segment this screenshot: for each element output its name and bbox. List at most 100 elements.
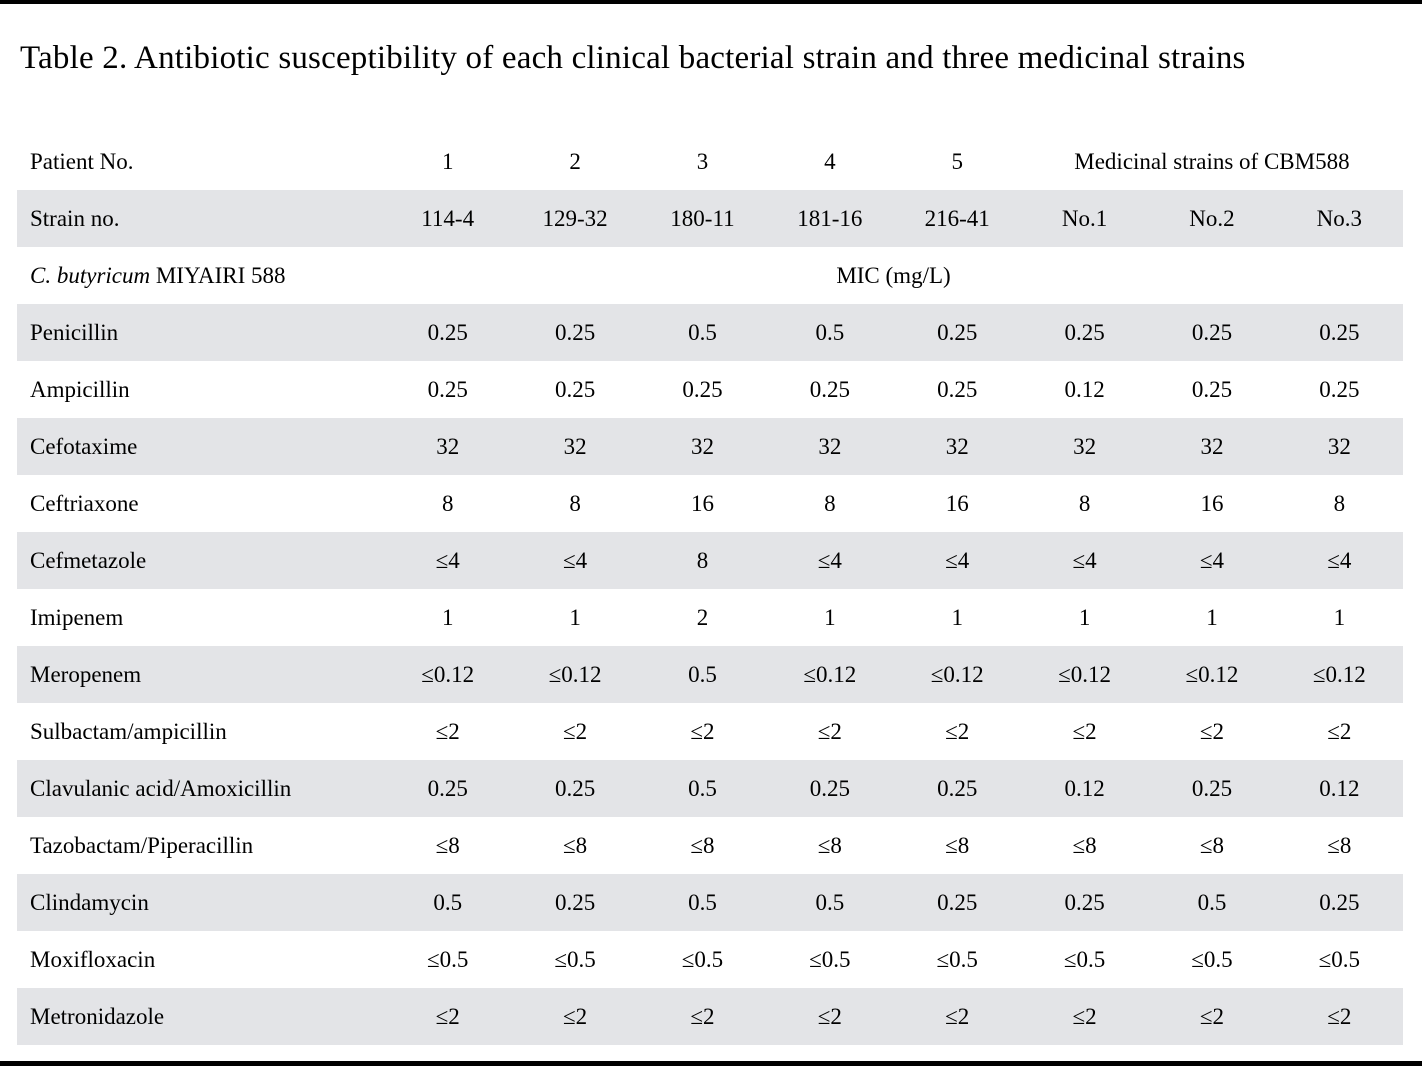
- mic-value: ≤2: [563, 1003, 588, 1029]
- patient-no-value: 5: [951, 148, 963, 174]
- strain-no-value: 216-41: [924, 205, 990, 231]
- patient-no-value: 4: [824, 148, 836, 174]
- mic-value: ≤0.12: [930, 661, 984, 687]
- mic-value: 0.25: [427, 376, 468, 402]
- mic-value: 0.25: [1191, 376, 1233, 402]
- mic-value: 8: [1333, 490, 1346, 516]
- species-name-italic: C. butyricum: [30, 262, 151, 288]
- top-border-bar: [0, 0, 1422, 4]
- strain-no-value: 129-32: [542, 205, 608, 231]
- mic-value: 8: [696, 547, 709, 573]
- antibiotic-row: Ceftriaxone 8 8 16 8 16 8 16 8: [17, 475, 1403, 532]
- mic-value: ≤4: [1327, 547, 1352, 573]
- mic-value: ≤2: [1072, 718, 1097, 744]
- mic-value: 8: [569, 490, 581, 516]
- mic-value: 16: [690, 490, 714, 516]
- antibiotic-row: Meropenem ≤0.12 ≤0.12 0.5 ≤0.12 ≤0.12 ≤0.12 ≤0.…: [17, 646, 1403, 703]
- antibiotic-name: Cefotaxime: [30, 433, 138, 459]
- antibiotic-row: Sulbactam/ampicillin ≤2 ≤2 ≤2 ≤2 ≤2 ≤2 ≤2 ≤2: [17, 703, 1403, 760]
- antibiotic-rows: Penicillin 0.25 0.25 0.5 0.5 0.25 0.25 0.25 0.25…: [17, 304, 1403, 1045]
- mic-value: 0.12: [1064, 376, 1105, 402]
- antibiotic-row: Cefotaxime 32 32 32 32 32 32 32 32: [17, 418, 1403, 475]
- mic-value: ≤2: [563, 718, 588, 744]
- mic-value: 32: [690, 433, 714, 459]
- mic-value: 0.5: [688, 775, 717, 801]
- mic-value: ≤2: [1199, 718, 1224, 744]
- antibiotic-susceptibility-table: Patient No. 1 2 3 4 5 Medicinal strains …: [17, 133, 1403, 1045]
- mic-value: 0.5: [815, 319, 845, 345]
- mic-value: 0.25: [937, 319, 978, 345]
- mic-value: ≤8: [1327, 832, 1352, 858]
- antibiotic-row: Ampicillin 0.25 0.25 0.25 0.25 0.25 0.12 0.25 0.…: [17, 361, 1403, 418]
- mic-value: ≤2: [1072, 1003, 1097, 1029]
- mic-value: 0.25: [1319, 889, 1360, 915]
- mic-value: ≤0.5: [427, 946, 469, 972]
- mic-value: ≤0.12: [803, 661, 857, 687]
- mic-value: 0.25: [809, 376, 850, 402]
- mic-value: 16: [1200, 490, 1224, 516]
- mic-value: ≤0.5: [809, 946, 851, 972]
- mic-value: 32: [563, 433, 587, 459]
- mic-value: ≤4: [945, 547, 970, 573]
- mic-value: 0.5: [1197, 889, 1227, 915]
- mic-value: 32: [818, 433, 842, 459]
- antibiotic-name: Imipenem: [30, 604, 124, 630]
- mic-value: 0.25: [1064, 319, 1105, 345]
- mic-value: 0.25: [554, 775, 596, 801]
- mic-value: 0.25: [809, 775, 850, 801]
- mic-value: ≤0.5: [1318, 946, 1360, 972]
- mic-value: 32: [1073, 433, 1097, 459]
- antibiotic-name: Metronidazole: [30, 1003, 165, 1029]
- mic-value: ≤0.5: [681, 946, 724, 972]
- antibiotic-name: Ampicillin: [30, 376, 130, 402]
- mic-value: 8: [1078, 490, 1091, 516]
- mic-value: 0.12: [1319, 775, 1360, 801]
- antibiotic-name: Penicillin: [30, 319, 119, 345]
- mic-value: ≤0.12: [1058, 661, 1111, 687]
- patient-no-value: 2: [569, 148, 581, 174]
- mic-units-header: MIC (mg/L): [836, 262, 951, 288]
- mic-value: 16: [945, 490, 969, 516]
- medicinal-strains-group-header: Medicinal strains of CBM588: [1074, 148, 1350, 174]
- mic-value: 0.25: [1064, 889, 1105, 915]
- strain-no-value: 114-4: [421, 205, 475, 231]
- patient-no-label: Patient No.: [30, 148, 134, 174]
- mic-value: ≤8: [563, 832, 588, 858]
- mic-value: 0.25: [937, 376, 978, 402]
- mic-value: 1: [824, 604, 836, 630]
- antibiotic-row: Cefmetazole ≤4 ≤4 8 ≤4 ≤4 ≤4 ≤4 ≤4: [17, 532, 1403, 589]
- mic-value: ≤8: [1199, 832, 1224, 858]
- strain-no-value: 180-11: [670, 205, 735, 231]
- species-strain-id: MIYAIRI 588: [150, 262, 286, 288]
- species-label: C. butyricum MIYAIRI 588: [17, 247, 384, 304]
- mic-value: 1: [1333, 604, 1346, 630]
- mic-value: ≤8: [690, 832, 715, 858]
- mic-value: 1: [569, 604, 581, 630]
- mic-value: ≤0.12: [1312, 661, 1366, 687]
- antibiotic-row: Moxifloxacin ≤0.5 ≤0.5 ≤0.5 ≤0.5 ≤0.5 ≤0.5 ≤0.5…: [17, 931, 1403, 988]
- mic-value: 0.25: [427, 319, 468, 345]
- mic-value: 0.12: [1064, 775, 1105, 801]
- mic-value: 0.25: [682, 376, 723, 402]
- antibiotic-row: Metronidazole ≤2 ≤2 ≤2 ≤2 ≤2 ≤2 ≤2 ≤2: [17, 988, 1403, 1045]
- strain-no-value: No.3: [1316, 205, 1362, 231]
- mic-value: ≤8: [1072, 832, 1097, 858]
- antibiotic-name: Ceftriaxone: [30, 490, 139, 516]
- antibiotic-name: Moxifloxacin: [30, 946, 156, 972]
- mic-value: ≤4: [817, 547, 842, 573]
- antibiotic-row: Penicillin 0.25 0.25 0.5 0.5 0.25 0.25 0.25 0.25: [17, 304, 1403, 361]
- mic-value: 8: [441, 490, 454, 516]
- mic-value: ≤4: [1199, 547, 1224, 573]
- antibiotic-name: Sulbactam/ampicillin: [30, 718, 227, 744]
- mic-value: ≤2: [435, 718, 460, 744]
- antibiotic-name: Clindamycin: [30, 889, 149, 915]
- strain-no-label: Strain no.: [30, 205, 120, 231]
- mic-value: ≤2: [1327, 1003, 1352, 1029]
- mic-value: ≤0.12: [1185, 661, 1239, 687]
- mic-value: 1: [1078, 604, 1091, 630]
- antibiotic-row: Clavulanic acid/Amoxicillin 0.25 0.25 0.5 0.…: [17, 760, 1403, 817]
- mic-value: 1: [441, 604, 454, 630]
- antibiotic-name: Cefmetazole: [30, 547, 147, 573]
- mic-value: 32: [1327, 433, 1351, 459]
- mic-value: 0.5: [815, 889, 845, 915]
